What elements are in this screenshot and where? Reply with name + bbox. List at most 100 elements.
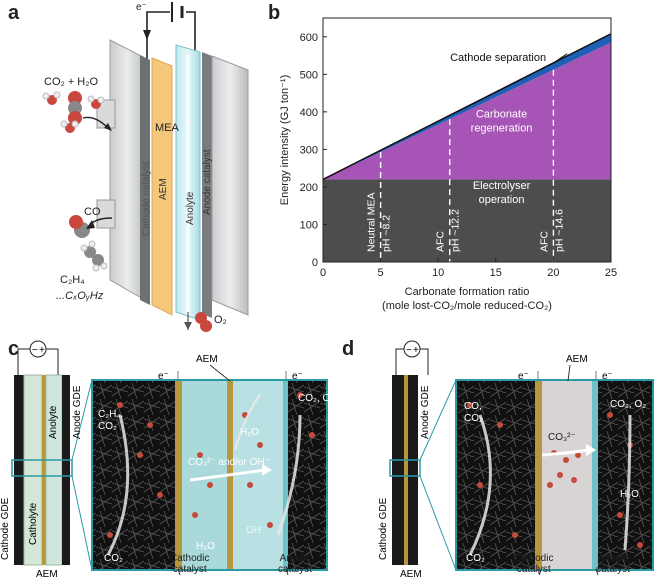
energy-intensity-chart: Neutral MEA pH ~8.2 AFC pH ~12.2 AFC pH ~14.6…: [279, 17, 617, 312]
marker-name-0: Neutral MEA: [366, 192, 378, 252]
zoom-box: [11, 459, 73, 477]
mea-label: MEA: [155, 122, 179, 134]
total-line: [322, 33, 612, 181]
operation-area: [323, 179, 611, 262]
water-label-d: H₂O: [620, 489, 639, 500]
anode-gde-strip-d: [408, 375, 418, 565]
c2h4-label: C₂H₄,: [98, 409, 123, 420]
co2-bottom-label-d: CO₂: [466, 553, 485, 564]
cxoyhz-label: ...CₓOᵧHz: [56, 290, 104, 302]
o2-label: O₂: [214, 314, 227, 326]
electron-arrow: [143, 30, 151, 40]
electron-label-d-left: e⁻: [518, 371, 529, 382]
panel-c-illustration: − + Cathode GDE Catholyte Anolyte Anode G…: [0, 340, 330, 580]
anode-gde-label: Anode GDE: [72, 385, 83, 439]
x-tick-label-4: 20: [547, 267, 559, 279]
anode-end-plate: [211, 55, 249, 316]
anode-gases-label-d: CO₂, O₂: [610, 399, 646, 410]
co-molecule-out: [69, 215, 90, 238]
aem-vertical-label: AEM: [158, 178, 169, 200]
water-molecules-in: [42, 91, 105, 133]
water-bottom-label: H₂O: [196, 541, 215, 552]
cathodic-catalyst-label-d: Cathodic catalyst: [514, 553, 554, 575]
co2-molecule-in: [68, 91, 82, 125]
marker-ph-0: pH ~8.2: [381, 215, 393, 252]
o2-molecule: [195, 312, 212, 332]
y-tick-label-6: 600: [300, 32, 318, 44]
electron-label-c-right: e⁻: [292, 371, 303, 382]
svg-text:−: −: [406, 345, 412, 356]
aem-strip-d: [404, 375, 408, 565]
aem-label-c: AEM: [196, 354, 218, 365]
separation-label: Cathode separation: [450, 52, 546, 64]
y-tick-label-2: 200: [300, 182, 318, 194]
ion-flow-label: CO₃²⁻ and/or OH⁻: [188, 457, 270, 468]
anodic-catalyst-layer-d: [592, 381, 598, 569]
anode-catalyst-layer: [202, 52, 212, 318]
marker-ph-2: pH ~14.6: [553, 209, 565, 252]
co2-bottom-label: CO₂: [104, 553, 123, 564]
anode-gde-strip: [62, 375, 70, 565]
x-tick-label-0: 0: [320, 267, 326, 279]
electron-label-d-right: e⁻: [602, 371, 613, 382]
regeneration-area: [323, 42, 611, 180]
x-tick-label-1: 5: [378, 267, 384, 279]
marker-name-2: AFC: [538, 231, 550, 252]
catholyte-label: Catholyte: [28, 502, 39, 545]
cathode-catalyst-layer: [140, 55, 150, 305]
svg-text:+: +: [39, 345, 45, 356]
separation-pointer: [550, 53, 568, 65]
x-tick-label-5: 25: [605, 267, 617, 279]
carbonate-label-d: CO₃²⁻: [548, 432, 576, 443]
outlet-port: [96, 199, 116, 229]
plot-frame: [322, 17, 612, 263]
electron-label-c-left: e⁻: [158, 371, 169, 382]
anolyte-label-c: Anolyte: [48, 405, 59, 439]
y-tick-label-0: 0: [312, 257, 318, 269]
x-axis-label-0: Carbonate formation ratio: [405, 286, 530, 298]
anode-gases-label-c: CO₂, O₂: [298, 393, 330, 404]
hydroxide-label: OH⁻: [246, 525, 266, 536]
anode-catalyst-label: Anode catalyst: [202, 149, 213, 215]
operation-label-0: Electrolyser: [473, 180, 531, 192]
svg-text:+: +: [413, 345, 419, 356]
ethylene-molecule-out: [80, 240, 108, 272]
reactant-label: CO₂ + H₂O: [44, 76, 99, 88]
cathode-catalyst-label: Cathode catalyst: [141, 161, 152, 236]
marker-name-1: AFC: [435, 231, 447, 252]
anolyte-label: Anolyte: [185, 191, 196, 225]
y-tick-label-5: 500: [300, 69, 318, 81]
anodic-catalyst-label-d: Anodic catalyst: [596, 553, 630, 575]
wire-cathode: [146, 11, 170, 62]
regeneration-label-1: regeneration: [471, 122, 533, 134]
aem-label-d: AEM: [566, 354, 588, 365]
co-label: CO: [84, 206, 101, 218]
panel-a-illustration: Cathode catalyst AEM Anolyte Anode catal…: [42, 2, 249, 332]
panel-d-label: d: [342, 338, 355, 360]
y-tick-label-3: 300: [300, 144, 318, 156]
cathode-gde-label: Cathode GDE: [0, 497, 11, 560]
cathode-gde-strip: [14, 375, 24, 565]
cathode-end-plate: [109, 39, 146, 301]
panel-d-illustration: − + Cathode GDE Anode GDE AEM e⁻ e⁻ AEM C…: [378, 340, 654, 580]
regeneration-label-0: Carbonate: [476, 108, 527, 120]
aem-strip: [42, 375, 46, 565]
aem-bottom-label-d: AEM: [400, 569, 422, 580]
y-axis-label: Energy intensity (GJ ton⁻¹): [279, 75, 291, 206]
zoom-box-d: [389, 459, 421, 477]
aem-layer: [151, 57, 173, 316]
operation-label-1: operation: [479, 194, 525, 206]
anolyte-region: [233, 381, 283, 569]
aem-region-d: [542, 381, 592, 569]
co2-top-label: CO₂: [98, 421, 117, 432]
anodic-catalyst-label-c: Anodic catalyst: [278, 553, 312, 575]
y-tick-label-4: 400: [300, 107, 318, 119]
molecule-bubbles: [107, 392, 315, 538]
cathodic-catalyst-layer: [175, 381, 182, 569]
cathode-gde-label-d: Cathode GDE: [378, 497, 389, 560]
ethylene-label: C₂H₄: [60, 274, 85, 286]
x-tick-label-3: 15: [490, 267, 502, 279]
anodic-catalyst-layer: [283, 381, 288, 569]
panel-b-label: b: [268, 2, 281, 24]
water-top-label: H₂O: [240, 427, 259, 438]
